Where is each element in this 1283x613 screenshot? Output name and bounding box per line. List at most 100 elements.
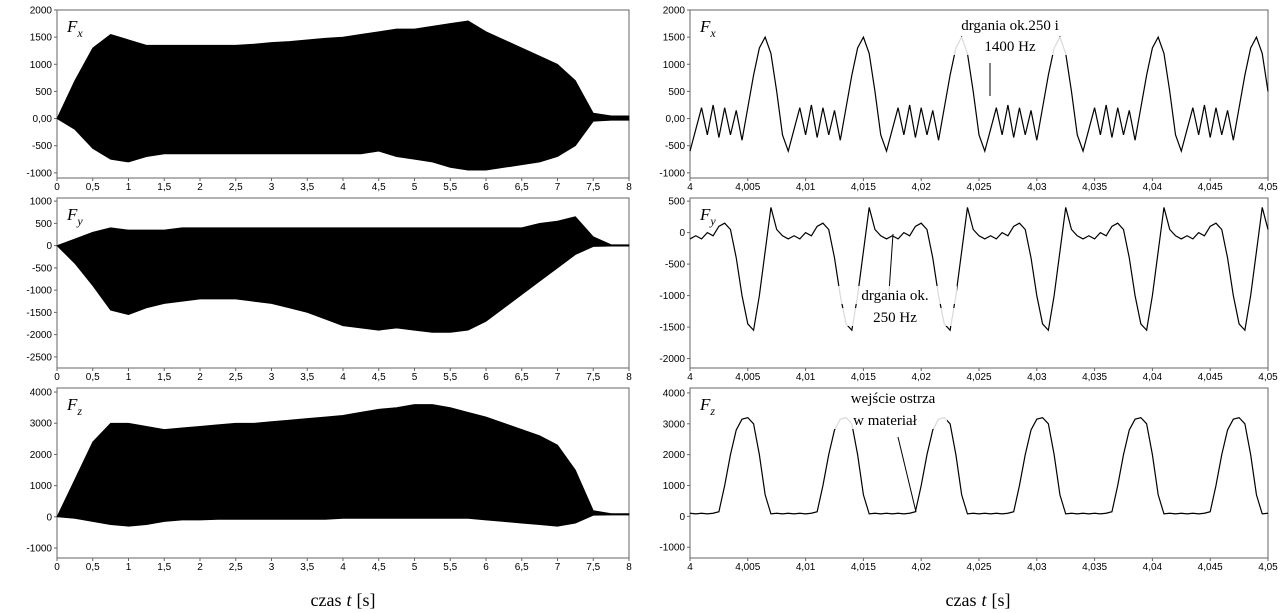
panel-label-sub: y <box>76 214 83 228</box>
axis-caption-part: t <box>981 590 987 610</box>
y-tick-label: 500 <box>35 219 52 230</box>
x-tick-label: 0 <box>54 372 60 383</box>
panel-label: Fz <box>699 395 715 418</box>
panel-label: Fy <box>66 205 83 228</box>
y-tick-label: 0 <box>46 512 52 523</box>
x-tick-label: 6,5 <box>515 372 529 383</box>
x-tick-label: 6,5 <box>515 182 529 193</box>
y-tick-label: 0 <box>679 228 685 239</box>
y-tick-label: 3000 <box>30 419 53 430</box>
y-tick-label: 500 <box>668 197 685 208</box>
x-tick-label: 5 <box>412 182 418 193</box>
plot-frame <box>689 387 1269 559</box>
y-tick-label: -2000 <box>659 354 685 365</box>
x-tick-label: 4,025 <box>966 182 991 193</box>
x-tick-label: 5,5 <box>443 372 457 383</box>
y-tick-label: 2000 <box>663 6 686 17</box>
x-tick-label: 0,5 <box>86 562 100 573</box>
y-tick-label: 1000 <box>30 481 53 492</box>
annotation-bg <box>948 37 1072 55</box>
panel-label: Fz <box>66 395 82 418</box>
panel-label: Fy <box>699 205 716 228</box>
x-tick-label: 4 <box>687 182 693 193</box>
y-tick-label: 2000 <box>30 6 53 17</box>
x-tick-label: 4,035 <box>1082 182 1107 193</box>
x-tick-label: 4,03 <box>1027 182 1047 193</box>
x-tick-label: 4,025 <box>966 372 991 383</box>
x-tick-label: 1 <box>126 182 132 193</box>
annotation-pointer <box>888 233 894 293</box>
x-tick-label: 5,5 <box>443 182 457 193</box>
y-tick-label: 2000 <box>663 450 686 461</box>
x-tick-label: 3 <box>269 372 275 383</box>
axis-caption: czas t [s] <box>311 590 376 610</box>
y-tick-label: -1000 <box>26 286 52 297</box>
x-tick-label: 6,5 <box>515 562 529 573</box>
panel-label-main: F <box>699 17 711 36</box>
y-tick-label: -500 <box>665 141 685 152</box>
x-tick-label: 4,01 <box>796 562 816 573</box>
y-tick-label: 500 <box>35 87 52 98</box>
y-tick-label: -2000 <box>26 330 52 341</box>
x-tick-label: 4,04 <box>1143 182 1163 193</box>
axis-caption-part: [s] <box>357 590 376 610</box>
x-tick-label: 2 <box>197 562 203 573</box>
axis-caption-part: [s] <box>992 590 1011 610</box>
annotation-text: 1400 Hz <box>984 39 1036 55</box>
x-tick-label: 5,5 <box>443 562 457 573</box>
panel-label: Fx <box>66 17 83 40</box>
panel-label-main: F <box>66 205 78 224</box>
y-tick-label: 1000 <box>663 60 686 71</box>
x-tick-label: 4,02 <box>911 182 931 193</box>
panel-label-main: F <box>66 395 78 414</box>
x-tick-label: 4 <box>340 182 346 193</box>
x-tick-label: 4,005 <box>735 562 760 573</box>
y-tick-label: 2000 <box>30 450 53 461</box>
x-tick-label: 2,5 <box>229 372 243 383</box>
annotation-text: drgania ok.250 i <box>961 18 1059 34</box>
x-tick-label: 5 <box>412 562 418 573</box>
y-tick-label: -500 <box>32 141 52 152</box>
x-tick-label: 1,5 <box>157 562 171 573</box>
y-tick-label: 1500 <box>663 33 686 44</box>
x-tick-label: 7 <box>555 562 561 573</box>
x-tick-label: 0,5 <box>86 372 100 383</box>
x-tick-label: 4,005 <box>735 182 760 193</box>
x-tick-label: 4,015 <box>851 562 876 573</box>
x-tick-label: 4,02 <box>911 372 931 383</box>
x-tick-label: 0,5 <box>86 182 100 193</box>
panel-label-main: F <box>699 395 711 414</box>
axis-caption-part: t <box>346 590 352 610</box>
x-tick-label: 1 <box>126 562 132 573</box>
axis-caption-part: czas <box>946 590 977 610</box>
panel-label-sub: x <box>76 26 83 40</box>
signal-line <box>689 207 1269 332</box>
x-tick-label: 4,035 <box>1082 372 1107 383</box>
x-tick-label: 4,5 <box>372 372 386 383</box>
x-tick-label: 4,01 <box>796 372 816 383</box>
x-tick-label: 0 <box>54 562 60 573</box>
x-tick-label: 7,5 <box>586 562 600 573</box>
annotation-bg <box>823 411 947 429</box>
x-tick-label: 8 <box>626 562 632 573</box>
x-tick-label: 4 <box>687 562 693 573</box>
x-tick-label: 1,5 <box>157 182 171 193</box>
x-tick-label: 4 <box>340 372 346 383</box>
x-tick-label: 4,03 <box>1027 372 1047 383</box>
annotation-bg <box>833 286 957 304</box>
x-tick-label: 5 <box>412 372 418 383</box>
x-tick-label: 6 <box>483 562 489 573</box>
panel-label-sub: z <box>76 404 82 418</box>
y-tick-label: 0,00 <box>666 114 686 125</box>
y-tick-label: -500 <box>32 263 52 274</box>
x-tick-label: 4,04 <box>1143 562 1163 573</box>
y-tick-label: 1000 <box>663 481 686 492</box>
x-tick-label: 6 <box>483 372 489 383</box>
x-tick-label: 2,5 <box>229 182 243 193</box>
x-tick-label: 2 <box>197 372 203 383</box>
y-tick-label: -500 <box>665 260 685 271</box>
signal-line <box>689 35 1269 154</box>
x-tick-label: 4,035 <box>1082 562 1107 573</box>
plot-frame <box>689 197 1269 369</box>
x-tick-label: 0 <box>54 182 60 193</box>
